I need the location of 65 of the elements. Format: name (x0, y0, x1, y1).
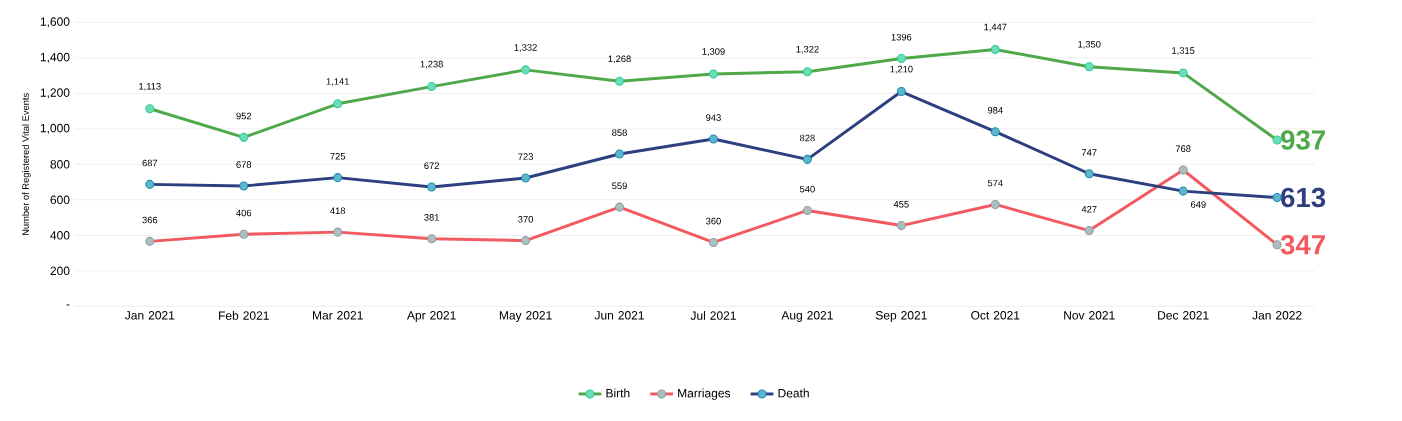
data-label: 427 (1081, 205, 1097, 213)
x-tick-label: Jul 2021 (690, 311, 736, 320)
data-label: 418 (330, 207, 346, 215)
data-label: 725 (330, 153, 346, 160)
data-label: 1,113 (139, 83, 161, 91)
data-label: 1,332 (514, 44, 537, 52)
x-tick-label: Jun 2021 (594, 311, 644, 320)
x-tick-label: Apr 2021 (406, 311, 456, 322)
data-label: 1,447 (984, 23, 1007, 32)
data-label: 540 (800, 185, 815, 193)
data-label: 1,141 (326, 78, 349, 86)
data-label: 828 (800, 134, 815, 142)
data-label: 574 (987, 179, 1003, 187)
x-tick-label: Nov 2021 (1064, 311, 1115, 320)
data-label: 678 (236, 161, 252, 168)
x-tick-label: Jan 2021 (124, 311, 175, 320)
data-label: 347 (1280, 234, 1325, 255)
data-label: 1,238 (420, 60, 443, 69)
data-label: 370 (518, 216, 534, 223)
data-label: 1,315 (1172, 47, 1195, 55)
y-tick-label: 1,600 (40, 17, 70, 28)
data-label: 613 (1281, 187, 1326, 208)
y-tick-label: - (66, 304, 70, 306)
y-axis-title: Number of Registered Vital Events (22, 93, 31, 236)
y-tick-label: 1,000 (40, 123, 70, 134)
x-tick-label: May 2021 (499, 311, 552, 322)
data-label: 672 (424, 162, 439, 169)
data-label: 984 (987, 107, 1003, 114)
x-tick-label: Jan 2022 (1252, 311, 1302, 320)
x-tick-label: Aug 2021 (781, 311, 833, 322)
data-label: 649 (1191, 201, 1206, 208)
data-label: 1,210 (890, 65, 913, 74)
x-tick-label: Oct 2021 (971, 311, 1020, 320)
data-label: 455 (893, 201, 909, 208)
legend-label: Marriages (678, 388, 731, 400)
y-tick-label: 800 (50, 160, 70, 169)
data-label: 768 (1175, 145, 1191, 152)
data-label: 406 (236, 209, 252, 217)
data-label: 1,322 (796, 45, 819, 54)
data-label: 360 (706, 217, 721, 225)
data-label: 1,350 (1078, 40, 1101, 49)
x-tick-label: Sep 2021 (875, 311, 927, 322)
y-tick-label: 400 (50, 231, 70, 240)
data-label: 952 (236, 112, 252, 120)
data-label: 559 (612, 182, 627, 190)
x-tick-label: Feb 2021 (219, 311, 269, 320)
data-label: 858 (612, 129, 627, 136)
data-label: 943 (706, 114, 721, 121)
y-tick-label: 1,200 (40, 88, 70, 99)
data-label: 723 (518, 153, 533, 160)
data-label: 1396 (891, 33, 912, 41)
data-label: 747 (1081, 149, 1097, 156)
data-label: 381 (424, 214, 439, 221)
data-label: 1,309 (702, 48, 725, 56)
x-tick-label: Dec 2021 (1158, 311, 1209, 320)
data-label: 1,268 (608, 55, 631, 64)
data-label: 687 (142, 159, 158, 167)
y-tick-label: 1,400 (40, 52, 70, 63)
data-label: 366 (142, 216, 158, 224)
legend-label: Death (778, 388, 809, 398)
data-label: 937 (1281, 130, 1325, 150)
legend-label: Birth (606, 388, 630, 398)
x-tick-label: Mar 2021 (313, 311, 363, 320)
y-tick-label: 200 (50, 266, 70, 276)
y-tick-label: 600 (50, 195, 70, 205)
